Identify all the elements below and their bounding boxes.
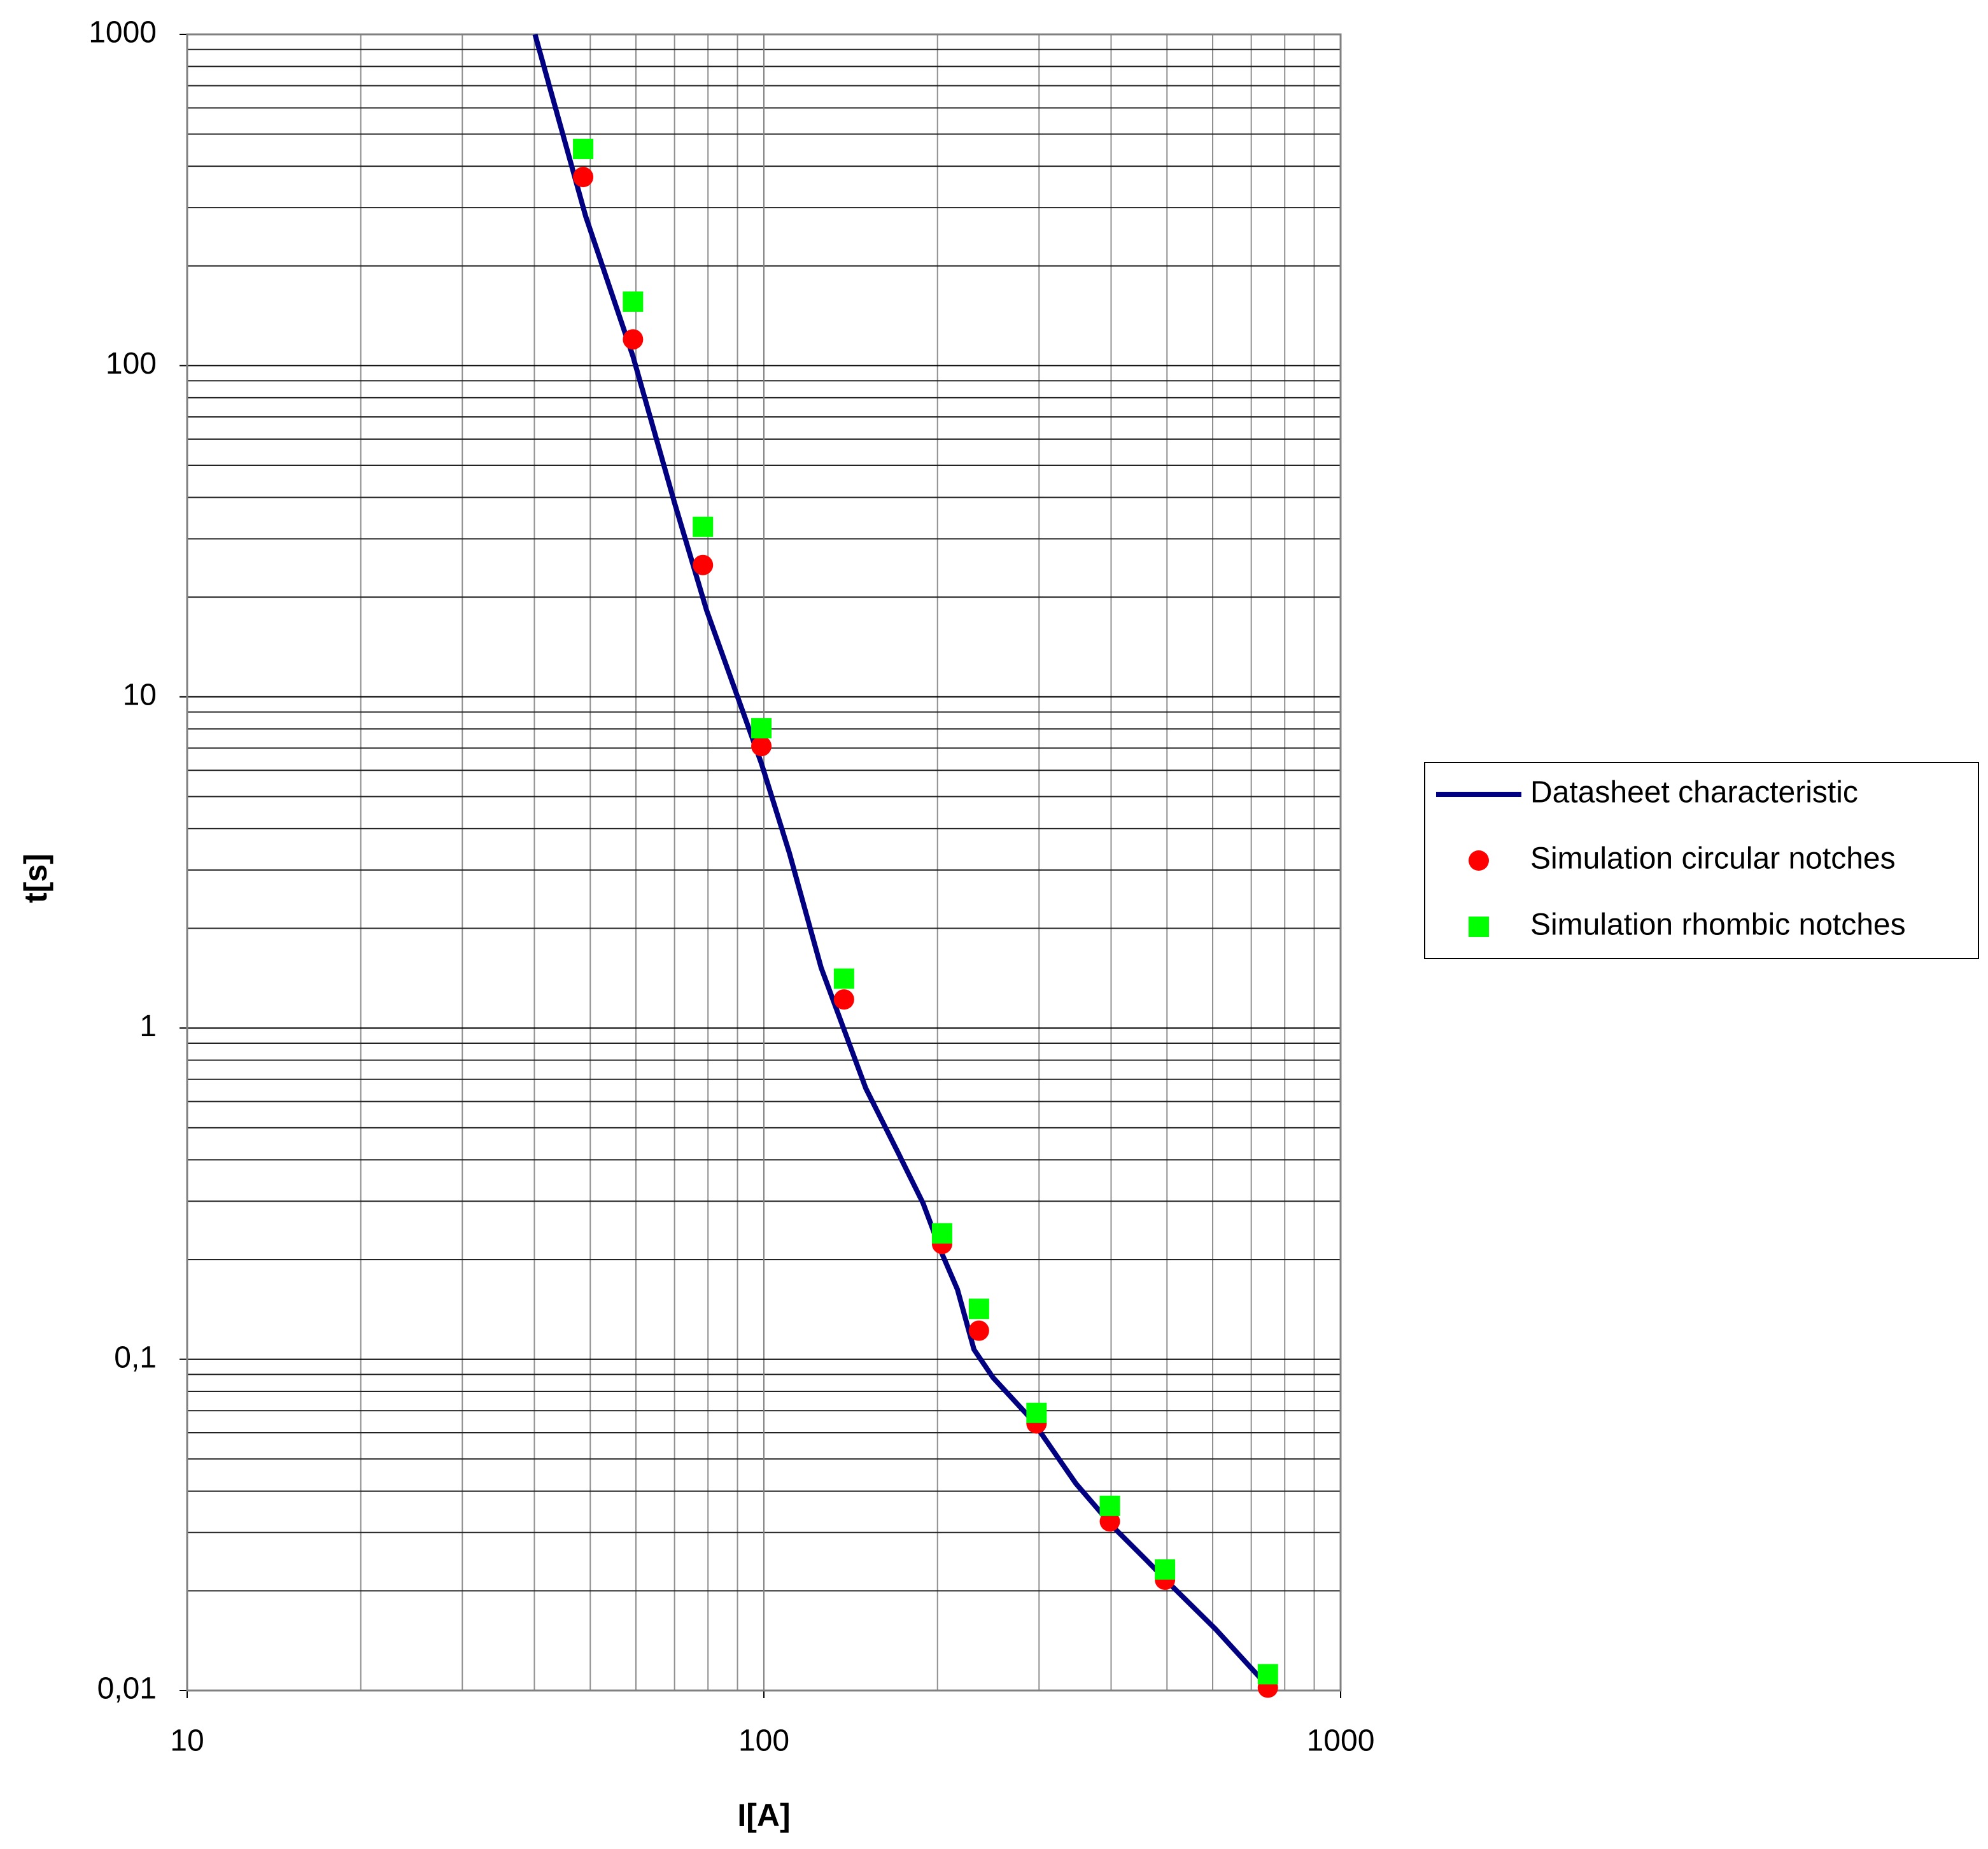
x-tick-label: 10 <box>170 1724 204 1758</box>
legend-swatch <box>1469 850 1489 871</box>
x-tick-label: 1000 <box>1307 1724 1375 1758</box>
x-tick-label: 100 <box>738 1724 789 1758</box>
data-point <box>968 1298 989 1319</box>
plot-border <box>186 33 1342 1692</box>
y-tick-label: 0,01 <box>97 1672 157 1706</box>
legend-label: Simulation circular notches <box>1530 842 1896 876</box>
data-point <box>1257 1664 1278 1685</box>
data-point <box>833 968 854 989</box>
x-axis-label: I[A] <box>737 1797 790 1833</box>
data-point <box>1099 1495 1120 1516</box>
legend-swatch <box>1469 917 1489 937</box>
data-point <box>573 167 594 188</box>
data-point <box>968 1320 989 1341</box>
data-point <box>573 138 594 159</box>
data-point <box>931 1223 952 1244</box>
y-axis-label: t[s] <box>18 854 53 903</box>
data-point <box>693 554 714 575</box>
y-tick-label: 10 <box>123 678 157 712</box>
data-point <box>623 291 644 312</box>
y-tick-label: 1000 <box>88 16 157 50</box>
data-point <box>751 736 772 757</box>
legend-label: Simulation rhombic notches <box>1530 908 1906 942</box>
data-point <box>833 989 854 1010</box>
y-tick-label: 0,1 <box>114 1340 157 1374</box>
y-tick-label: 100 <box>106 347 157 381</box>
legend-label: Datasheet characteristic <box>1530 776 1858 810</box>
data-point <box>693 516 714 537</box>
data-point <box>751 718 772 739</box>
data-point <box>1099 1511 1120 1532</box>
y-tick-label: 1 <box>139 1009 157 1043</box>
data-point <box>1026 1402 1047 1423</box>
data-point <box>1155 1559 1176 1580</box>
data-point <box>623 329 644 350</box>
